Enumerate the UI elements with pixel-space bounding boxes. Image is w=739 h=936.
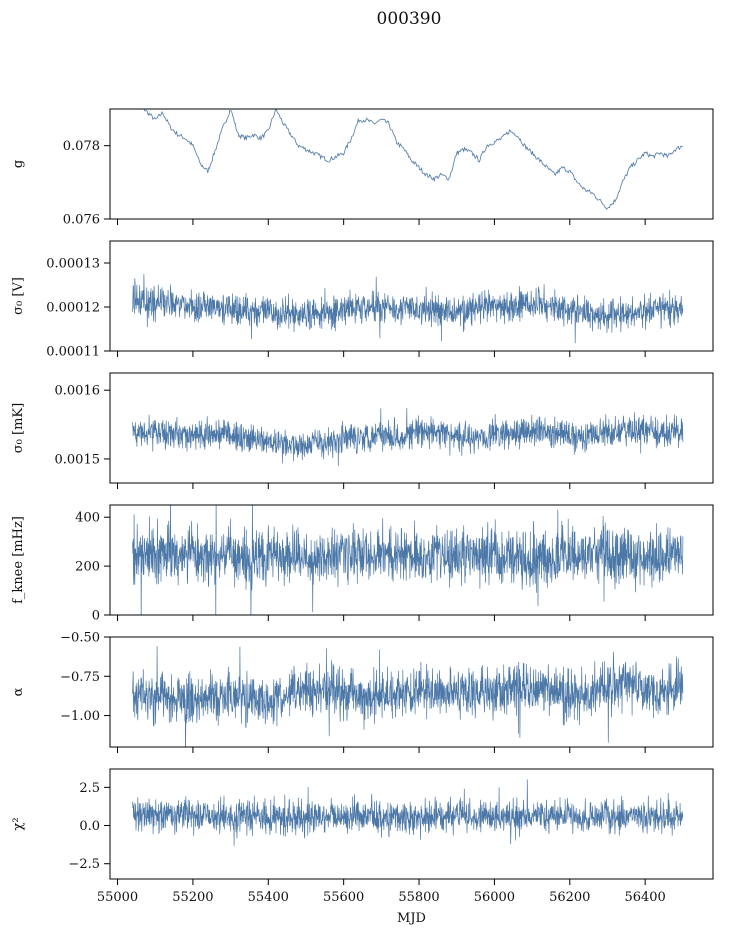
series-line [132, 408, 684, 467]
x-tick-label: 56400 [624, 890, 665, 905]
y-tick-label: 0.078 [63, 139, 100, 154]
y-axis-label: σ₀ [mK] [11, 403, 26, 453]
y-tick-label: 0.00013 [46, 257, 100, 272]
y-tick-label: −2.5 [68, 857, 100, 872]
x-tick-label: 56200 [549, 890, 590, 905]
y-axis-label: α [11, 687, 26, 696]
x-tick-label: 55800 [398, 890, 439, 905]
y-axis-label: χ² [11, 817, 26, 830]
axes-frame [109, 240, 714, 352]
figure-title: 000390 [377, 9, 442, 29]
y-axis-label: g [11, 160, 26, 168]
axes-frame [109, 768, 714, 880]
y-tick-label: 0.0 [79, 819, 100, 834]
y-tick-label: 0.00012 [46, 301, 100, 316]
x-tick-label: 55200 [172, 890, 213, 905]
series-line [132, 505, 684, 615]
axes-frame [109, 108, 714, 220]
series-sigma0_v [132, 273, 684, 344]
axes-frame [109, 636, 714, 748]
x-tick-label: 55000 [97, 890, 138, 905]
series-line [143, 109, 683, 210]
series-fknee [132, 505, 684, 615]
axes-frame [109, 372, 714, 484]
y-tick-label: 200 [75, 560, 100, 575]
series-line [132, 273, 684, 344]
series-line [132, 646, 684, 747]
y-tick-label: −1.00 [60, 709, 100, 724]
y-axis-label: f_knee [mHz] [11, 516, 26, 604]
y-tick-label: 0.00011 [46, 345, 100, 360]
y-tick-label: 0.076 [63, 213, 100, 228]
series-alpha [132, 646, 684, 747]
y-tick-label: −0.75 [60, 670, 100, 685]
x-axis-label: MJD [397, 911, 426, 926]
y-axis-label: σ₀ [V] [11, 277, 26, 315]
panel-alpha: −1.00 −0.75 −0.50 α [11, 631, 714, 753]
y-tick-label: −0.50 [60, 631, 100, 646]
series-chi2 [132, 779, 684, 846]
y-tick-label: 400 [75, 511, 100, 526]
series-line [132, 779, 684, 846]
panel-sigma0_v: 0.00011 0.00012 0.00013 σ₀ [V] [11, 240, 714, 360]
series-sigma0_mk [132, 408, 684, 467]
panel-sigma0_mk: 0.0015 0.0016 σ₀ [mK] [11, 372, 714, 489]
y-tick-label: 2.5 [79, 781, 100, 796]
series-g [143, 109, 683, 210]
x-tick-label: 55400 [248, 890, 289, 905]
panel-chi2: −2.5 0.0 2.5 χ² 55000 55200 55400 55600 55800 560… [11, 768, 714, 926]
panel-fknee: 0 200 400 f_knee [mHz] [11, 504, 714, 624]
x-tick-label: 55600 [323, 890, 364, 905]
x-tick-label: 56000 [474, 890, 515, 905]
y-tick-label: 0.0016 [55, 384, 101, 399]
axes-frame [109, 504, 714, 616]
y-tick-label: 0.0015 [55, 452, 101, 467]
panel-g: 0.076 0.078 g [11, 108, 714, 228]
y-tick-label: 0 [92, 609, 100, 624]
